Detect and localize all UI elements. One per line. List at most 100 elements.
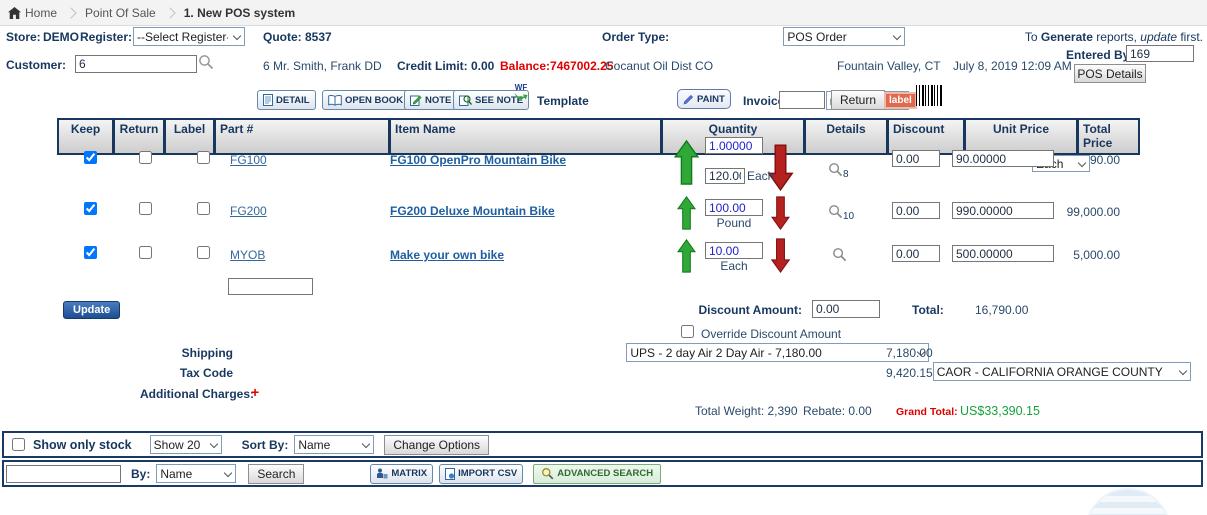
change-options-button[interactable]: Change Options [384, 434, 490, 455]
workflow-button[interactable]: WF [514, 83, 528, 101]
pos-details-button[interactable]: POS Details [1074, 64, 1146, 83]
breadcrumb: Home Point Of Sale 1. New POS system [0, 0, 1207, 26]
row1-keep-checkbox[interactable] [84, 151, 97, 164]
row1-label-checkbox[interactable] [197, 151, 210, 164]
override-discount-checkbox[interactable] [681, 325, 694, 338]
row2-label-checkbox[interactable] [197, 202, 210, 215]
col-header-return: Return [115, 120, 163, 153]
row3-qty-up-arrow[interactable] [674, 239, 699, 273]
balance: Balance:7467002.25 [500, 59, 614, 73]
import-csv-button[interactable]: IMPORT CSV [439, 463, 524, 484]
row3-qty-down-arrow[interactable] [767, 238, 794, 273]
detail-button-label: DETAIL [276, 94, 310, 106]
col-header-details: Details [806, 120, 886, 153]
row2-qty-down-arrow[interactable] [767, 196, 794, 230]
entered-by-input[interactable] [1126, 45, 1194, 62]
row1-item-link[interactable]: FG100 OpenPro Mountain Bike [390, 153, 567, 167]
row2-total-price: 99,000.00 [1066, 205, 1120, 219]
matrix-button-label: MATRIX [391, 468, 428, 479]
row1-uom2-text: Each [747, 169, 775, 183]
row3-part-link[interactable]: MYOB [230, 248, 266, 262]
tax-code-select[interactable]: CAOR - CALIFORNIA ORANGE COUNTY [932, 362, 1191, 381]
invoice-input[interactable] [779, 91, 825, 109]
breadcrumb-home[interactable]: Home [25, 5, 58, 20]
quote-label: Quote: [263, 30, 302, 44]
search-by-label: By: [131, 466, 151, 481]
total-label: Total: [912, 303, 944, 317]
row1-qty-input[interactable] [705, 137, 763, 154]
label-button[interactable]: label [884, 92, 917, 109]
customer-search-icon[interactable] [198, 54, 214, 70]
row1-qty2-input[interactable] [705, 168, 745, 184]
return-button[interactable]: Return [831, 90, 886, 110]
row1-qty-up-arrow[interactable] [674, 139, 699, 186]
search-button[interactable]: Search [248, 463, 305, 484]
show-count-select[interactable]: Show 20 [149, 435, 222, 454]
search-input[interactable] [6, 464, 121, 483]
order-type-label: Order Type: [602, 30, 670, 44]
register-label: Register: [80, 30, 133, 44]
customer-location: Fountain Valley, CT [837, 59, 941, 73]
import-csv-icon [445, 467, 456, 480]
customer-input[interactable] [75, 55, 197, 73]
row3-return-checkbox[interactable] [139, 246, 152, 259]
row3-discount-input[interactable] [892, 245, 940, 262]
row1-return-checkbox[interactable] [139, 151, 152, 164]
note-button[interactable]: NOTE [404, 90, 458, 110]
discount-amount-input[interactable] [812, 300, 880, 318]
new-part-input[interactable] [228, 278, 313, 295]
row1-discount-input[interactable] [892, 150, 940, 167]
row2-qty-input[interactable] [705, 199, 763, 216]
row1-qty-down-arrow[interactable] [767, 144, 794, 191]
row2-unit-price-input[interactable] [952, 202, 1054, 219]
row3-keep-checkbox[interactable] [84, 246, 97, 259]
paint-button[interactable]: PAINT [677, 89, 731, 109]
row3-unit-price-input[interactable] [952, 245, 1054, 262]
sort-by-select[interactable]: Name [294, 435, 375, 454]
row2-item-link[interactable]: FG200 Deluxe Mountain Bike [390, 204, 555, 218]
row2-discount-input[interactable] [892, 202, 940, 219]
home-icon[interactable] [8, 6, 21, 19]
update-button[interactable]: Update [63, 301, 121, 319]
wf-arrow-icon [515, 93, 528, 100]
show-only-stock-label: Show only stock [33, 437, 132, 452]
total-weight: Total Weight: 2,390 [695, 404, 798, 418]
row1-unit-price-input[interactable] [952, 150, 1054, 167]
invoice-label: Invoice [743, 94, 785, 108]
add-charge-plus-icon[interactable]: + [251, 384, 260, 400]
chevron-right-icon [65, 6, 77, 19]
breadcrumb-point-of-sale[interactable]: Point Of Sale [85, 5, 156, 20]
row2-return-checkbox[interactable] [139, 202, 152, 215]
row1-part-link[interactable]: FG100 [230, 153, 267, 167]
store-label: Store: [6, 30, 41, 44]
row2-keep-checkbox[interactable] [84, 202, 97, 215]
row3-details-icon[interactable] [832, 247, 847, 262]
row3-qty-input[interactable] [705, 242, 763, 259]
detail-button[interactable]: DETAIL [257, 90, 316, 110]
see-note-button[interactable]: SEE NOTE [453, 90, 530, 110]
row2-details-count: 10 [843, 211, 855, 222]
shipping-select-wrap: UPS - 2 day Air 2 Day Air - 7,180.00 [626, 343, 930, 362]
row3-item-link[interactable]: Make your own bike [390, 248, 505, 262]
breadcrumb-current-page: 1. New POS system [183, 5, 296, 20]
row2-details-icon[interactable] [828, 204, 843, 219]
chevron-right-icon [164, 6, 176, 19]
register-select[interactable]: --Select Register-- [133, 27, 245, 46]
row3-label-checkbox[interactable] [197, 246, 210, 259]
search-by-select[interactable]: Name [156, 464, 237, 483]
row2-qty-up-arrow[interactable] [674, 196, 699, 230]
customer-info: 6 Mr. Smith, Frank DD [263, 59, 382, 73]
row2-part-link[interactable]: FG200 [230, 204, 267, 218]
entered-by-label: Entered By : [1066, 48, 1137, 62]
order-type-select-wrap: POS Order [783, 27, 906, 46]
advanced-search-button[interactable]: ADVANCED SEARCH [533, 463, 662, 484]
shipping-select[interactable]: UPS - 2 day Air 2 Day Air - 7,180.00 [626, 343, 930, 362]
show-only-stock-checkbox[interactable] [12, 438, 25, 451]
tax-code-label: Tax Code [179, 366, 233, 380]
order-type-select[interactable]: POS Order [783, 27, 906, 46]
tax-amount: 9,420.15 [886, 366, 933, 380]
matrix-button[interactable]: MATRIX [370, 463, 434, 484]
override-discount-label: Override Discount Amount [701, 327, 842, 341]
row1-details-icon[interactable] [828, 162, 843, 177]
open-book-button[interactable]: OPEN BOOK [322, 90, 410, 110]
